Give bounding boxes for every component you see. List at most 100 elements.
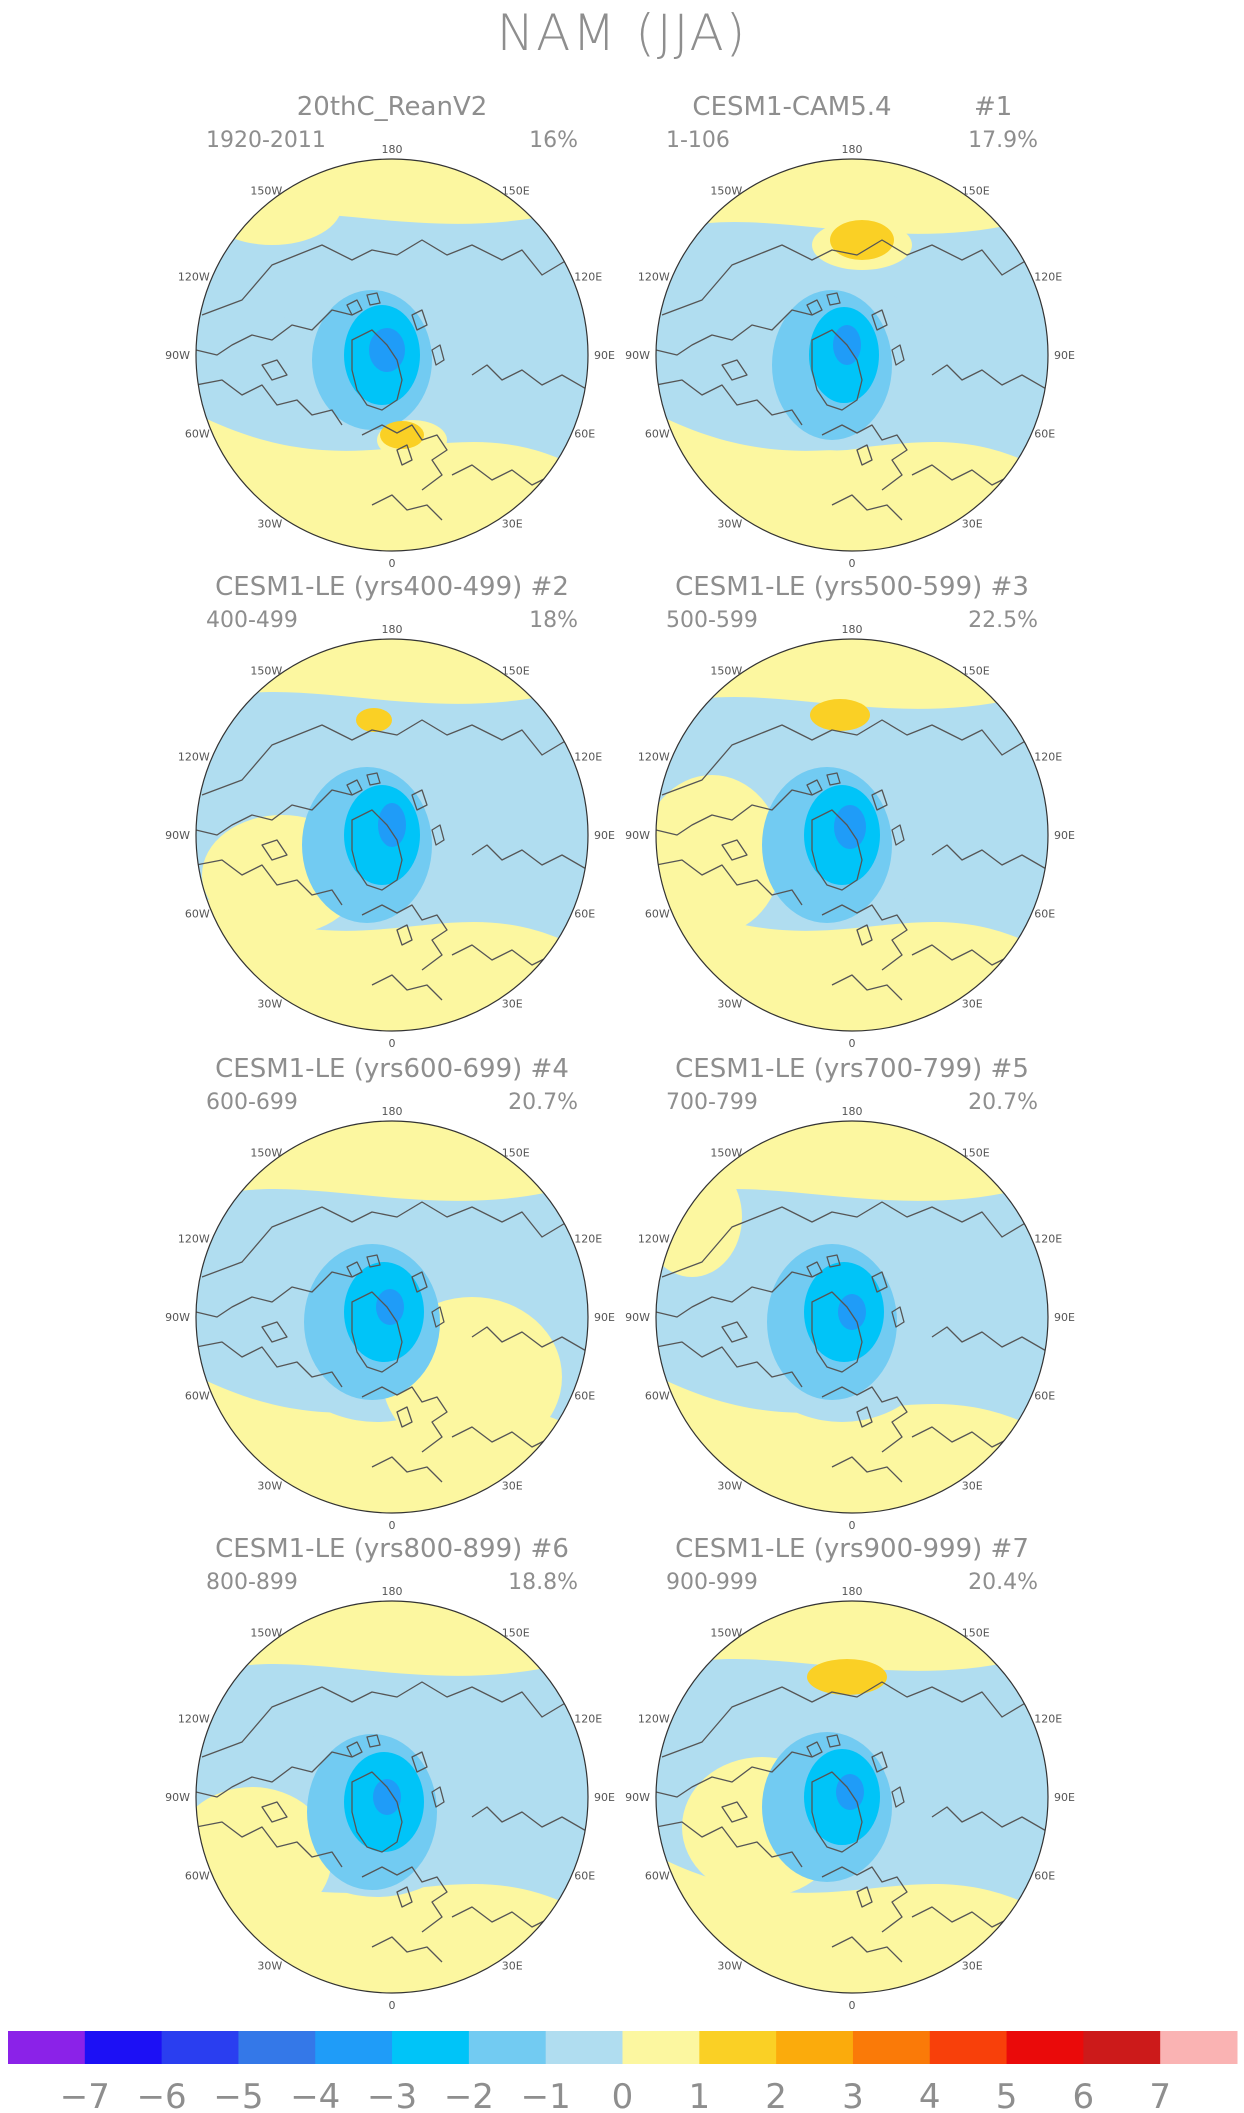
- longitude-label: 120E: [1034, 1233, 1062, 1246]
- colorbar-swatch: [392, 2031, 470, 2064]
- map-panel: CESM1-LE (yrs900-999) #7 900-999 20.4% 180 1…: [625, 1534, 1075, 2012]
- panel-period: 400-499: [206, 608, 298, 633]
- longitude-label: 0: [389, 1037, 396, 1050]
- colorbar-swatch: [776, 2031, 854, 2064]
- colorbar-label: 5: [996, 2077, 1018, 2113]
- longitude-label: 90E: [594, 829, 615, 842]
- panel-title: CESM1-LE (yrs800-899) #6: [215, 1534, 569, 1564]
- longitude-label: 60W: [645, 1869, 670, 1882]
- longitude-label: 90W: [165, 1791, 190, 1804]
- longitude-label: 90E: [1054, 349, 1075, 362]
- longitude-label: 150E: [502, 1146, 530, 1159]
- longitude-label: 120W: [178, 751, 210, 764]
- map-border: [195, 1600, 589, 1994]
- panel-period: 900-999: [666, 1570, 758, 1595]
- colorbar-swatch: [929, 2031, 1008, 2064]
- colorbar-swatch: [699, 2031, 777, 2064]
- panel-period: 1920-2011: [206, 128, 326, 153]
- longitude-label: 90W: [165, 1311, 190, 1324]
- longitude-label: 120E: [574, 1713, 602, 1726]
- panel-title: CESM1-LE (yrs400-499) #2: [215, 572, 569, 602]
- longitude-label: 180: [382, 143, 403, 156]
- colorbar: −7 −6 −5 −4 −3 −2 −1 0 1 2 3 4 5 6 7: [8, 2031, 1238, 2113]
- colorbar-label: −1: [521, 2077, 571, 2113]
- map-panel: CESM1-LE (yrs500-599) #3 500-599 22.5% 180 1…: [625, 572, 1075, 1050]
- colorbar-swatch: [545, 2031, 623, 2064]
- longitude-label: 60E: [1034, 427, 1055, 440]
- longitude-label: 180: [842, 1105, 863, 1118]
- longitude-label: 60E: [1034, 907, 1055, 920]
- longitude-label: 180: [842, 623, 863, 636]
- longitude-label: 60W: [185, 907, 210, 920]
- panel-period: 500-599: [666, 608, 758, 633]
- colorbar-swatch: [1083, 2031, 1161, 2064]
- map-border: [655, 1600, 1049, 1994]
- longitude-label: 30E: [962, 1959, 983, 1972]
- colorbar-swatch: [852, 2031, 931, 2064]
- longitude-label: 90W: [165, 349, 190, 362]
- figure-title: NAM (JJA): [497, 4, 747, 62]
- longitude-label: 120E: [1034, 751, 1062, 764]
- longitude-label: 30E: [962, 1479, 983, 1492]
- longitude-label: 30W: [717, 517, 742, 530]
- panel-percent: 16%: [529, 128, 578, 153]
- colorbar-swatch: [1006, 2031, 1084, 2064]
- contour-level-plus-2: [380, 421, 424, 449]
- longitude-label: 150E: [502, 664, 530, 677]
- panel-title: CESM1-LE (yrs600-699) #4: [215, 1054, 569, 1084]
- longitude-label: 30W: [257, 1479, 282, 1492]
- colorbar-label: −6: [137, 2077, 187, 2113]
- longitude-label: 60E: [574, 1869, 595, 1882]
- longitude-label: 180: [382, 1105, 403, 1118]
- longitude-label: 150E: [502, 1626, 530, 1639]
- longitude-label: 60W: [185, 1869, 210, 1882]
- longitude-label: 180: [382, 1585, 403, 1598]
- map-border: [195, 1120, 589, 1514]
- field-positive-patch: [656, 775, 782, 935]
- panel-percent: 18.8%: [508, 1570, 578, 1595]
- longitude-label: 30E: [502, 997, 523, 1010]
- panel-title: CESM1-LE (yrs500-599) #3: [675, 572, 1029, 602]
- map-panel: CESM1-LE (yrs600-699) #4 600-699 20.7% 180 1…: [165, 1054, 615, 1532]
- map-panel: CESM1-LE (yrs400-499) #2 400-499 18% 180 150…: [165, 572, 615, 1050]
- colorbar-label: 3: [842, 2077, 864, 2113]
- panel-title: CESM1-LE (yrs900-999) #7: [675, 1534, 1029, 1564]
- colorbar-swatch: [622, 2031, 700, 2064]
- longitude-label: 60W: [645, 1389, 670, 1402]
- contour-level-minus-4: [378, 803, 406, 847]
- panel-period: 800-899: [206, 1570, 298, 1595]
- longitude-label: 0: [389, 1519, 396, 1532]
- longitude-label: 60W: [645, 427, 670, 440]
- longitude-label: 120W: [178, 1713, 210, 1726]
- map-border: [195, 158, 589, 552]
- colorbar-label: −7: [60, 2077, 110, 2113]
- panel-period: 700-799: [666, 1090, 758, 1115]
- panel-period: 600-699: [206, 1090, 298, 1115]
- colorbar-label: 6: [1073, 2077, 1095, 2113]
- longitude-label: 150W: [250, 1626, 282, 1639]
- longitude-label: 120E: [574, 751, 602, 764]
- contour-level-minus-4: [838, 1294, 866, 1330]
- longitude-label: 90W: [625, 1791, 650, 1804]
- longitude-label: 90W: [625, 1311, 650, 1324]
- longitude-label: 30W: [257, 517, 282, 530]
- contour-level-plus-2: [807, 1659, 887, 1695]
- map-panel: 20thC_ReanV2 1920-2011 16% 180 150W 150E 120W 1…: [165, 92, 615, 570]
- map-panel: CESM1-CAM5.4 #1 1-106 17.9% 180 150W 150E 120W 1…: [625, 92, 1075, 570]
- longitude-label: 90E: [594, 349, 615, 362]
- longitude-label: 150W: [710, 664, 742, 677]
- longitude-label: 30E: [502, 1479, 523, 1492]
- longitude-label: 90E: [1054, 1311, 1075, 1324]
- colorbar-swatch: [84, 2031, 163, 2064]
- longitude-label: 90W: [625, 349, 650, 362]
- longitude-label: 90E: [1054, 829, 1075, 842]
- longitude-label: 120W: [638, 1233, 670, 1246]
- longitude-label: 150W: [710, 1146, 742, 1159]
- longitude-label: 60E: [574, 427, 595, 440]
- longitude-label: 90E: [594, 1791, 615, 1804]
- colorbar-swatch: [161, 2031, 239, 2064]
- longitude-label: 90W: [165, 829, 190, 842]
- colorbar-label: 4: [919, 2077, 941, 2113]
- longitude-label: 30W: [717, 997, 742, 1010]
- colorbar-swatch: [1160, 2031, 1238, 2064]
